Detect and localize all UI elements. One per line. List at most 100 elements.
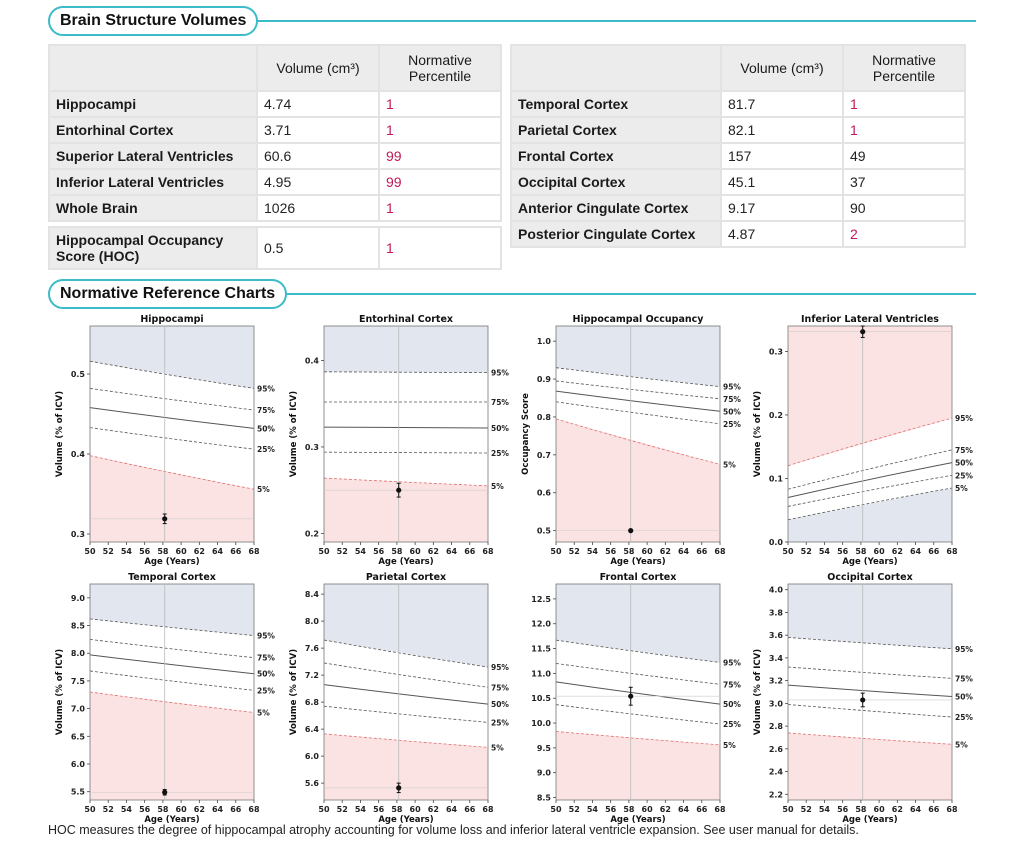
chart-title: Parietal Cortex: [366, 572, 446, 583]
y-tick-label: 3.8: [769, 608, 784, 617]
section-divider: [68, 20, 976, 22]
x-tick-label: 50: [318, 805, 330, 814]
volume-value: 4.87: [722, 222, 844, 248]
subject-point: [162, 516, 168, 522]
y-tick-label: 7.6: [305, 644, 320, 653]
percentile-line-5: [787, 732, 953, 745]
y-tick-label: 0.2: [305, 529, 319, 538]
y-tick-label: 0.5: [71, 370, 86, 379]
percentile-value: 49: [844, 144, 966, 170]
percentile-label: 50%: [491, 700, 509, 709]
percentile-label: 5%: [491, 482, 504, 491]
volume-value: 4.74: [258, 92, 380, 118]
percentile-line-95: [787, 637, 953, 650]
structure-name: Occipital Cortex: [510, 170, 722, 196]
chart-parietal-cortex: Parietal Cortex 95% 75% 50% 25% 5% 50 52 54 56 58 6…: [286, 570, 518, 825]
x-tick-label: 60: [410, 547, 422, 556]
zone-lower: [324, 733, 488, 800]
percentile-label: 50%: [257, 670, 275, 679]
volume-value: 82.1: [722, 118, 844, 144]
y-tick-label: 3.0: [769, 699, 784, 708]
percentile-line-95: [323, 639, 489, 668]
percentile-line-95: [555, 639, 721, 663]
x-axis-label: Age (Years): [144, 815, 199, 825]
subject-point: [396, 487, 402, 493]
y-tick-label: 6.4: [305, 725, 320, 734]
table-header-volume: Volume (cm³): [258, 44, 380, 92]
y-tick-label: 11.0: [531, 669, 551, 678]
x-tick-label: 66: [696, 805, 708, 814]
percentile-line-50: [787, 684, 953, 698]
x-tick-label: 56: [139, 805, 151, 814]
percentile-line-50: [323, 426, 489, 429]
y-tick-label: 12.0: [531, 620, 551, 629]
x-tick-label: 66: [230, 547, 242, 556]
table-row: Anterior Cingulate Cortex 9.17 90: [510, 196, 966, 222]
chart-title: Inferior Lateral Ventricles: [801, 314, 939, 325]
percentile-line-5: [555, 418, 721, 465]
percentile-line-25: [323, 705, 489, 723]
footnote: HOC measures the degree of hippocampal a…: [48, 823, 859, 837]
chart-entorhinal-cortex: Entorhinal Cortex 95% 75% 50% 25% 5% 50 52 54 56 5…: [286, 312, 518, 567]
x-tick-label: 60: [642, 547, 654, 556]
y-axis-label: Volume (% of ICV): [289, 649, 299, 735]
y-tick-label: 0.1: [769, 474, 784, 483]
percentile-label: 25%: [955, 713, 973, 722]
percentile-line-50: [555, 390, 721, 412]
percentile-label: 95%: [955, 414, 973, 423]
x-tick-label: 68: [248, 805, 260, 814]
y-tick-label: 0.6: [537, 489, 552, 498]
percentile-line-50: [89, 407, 255, 429]
zone-lower: [556, 418, 720, 542]
x-tick-label: 64: [678, 805, 690, 814]
percentile-label: 75%: [257, 406, 275, 415]
plot-frame: [323, 325, 489, 543]
x-tick-label: 60: [642, 805, 654, 814]
percentile-line-95: [89, 360, 255, 389]
x-tick-label: 64: [446, 547, 458, 556]
y-tick-label: 2.8: [769, 722, 784, 731]
structure-name: Hippocampal Occupancy Score (HOC): [48, 226, 258, 270]
x-tick-label: 58: [623, 805, 635, 814]
percentile-line-95: [323, 371, 489, 374]
chart-hippocampi: Hippocampi 95% 75% 50% 25% 5% 50 52 54 56 58 60 62 64…: [52, 312, 284, 567]
table-header-percentile: Normative Percentile: [380, 44, 502, 92]
x-tick-label: 50: [550, 547, 562, 556]
y-tick-label: 6.0: [305, 752, 320, 761]
x-tick-label: 54: [587, 547, 599, 556]
chart-title: Entorhinal Cortex: [359, 314, 453, 325]
y-axis-label: Volume (% of ICV): [55, 391, 65, 477]
x-tick-label: 66: [696, 547, 708, 556]
x-tick-label: 68: [482, 547, 494, 556]
x-tick-label: 58: [855, 547, 867, 556]
chart-title: Hippocampi: [140, 314, 203, 325]
percentile-label: 5%: [723, 741, 736, 750]
section-title-volumes: Brain Structure Volumes: [48, 6, 259, 36]
percentile-label: 95%: [723, 658, 741, 667]
chart-title: Occipital Cortex: [827, 572, 912, 583]
x-tick-label: 66: [230, 805, 242, 814]
volume-value: 9.17: [722, 196, 844, 222]
y-tick-label: 5.6: [305, 779, 320, 788]
x-tick-label: 56: [373, 805, 385, 814]
x-tick-label: 56: [605, 805, 617, 814]
table-row: Temporal Cortex 81.7 1: [510, 92, 966, 118]
percentile-line-75: [89, 638, 255, 659]
plot-frame: [555, 325, 721, 543]
x-tick-label: 60: [176, 547, 188, 556]
percentile-label: 5%: [491, 743, 504, 752]
chart-occipital-cortex: Occipital Cortex 95% 75% 50% 25% 5% 50 52 54 56 58…: [750, 570, 984, 825]
y-tick-label: 11.5: [531, 645, 551, 654]
table-row: Hippocampi 4.74 1: [48, 92, 502, 118]
percentile-label: 95%: [491, 369, 509, 378]
y-tick-label: 1.0: [537, 337, 552, 346]
y-tick-label: 8.4: [305, 590, 320, 599]
percentile-value: 1: [380, 226, 502, 270]
x-tick-label: 54: [121, 547, 133, 556]
volume-value: 4.95: [258, 170, 380, 196]
chart-title: Frontal Cortex: [600, 572, 677, 583]
table-row-hoc: Hippocampal Occupancy Score (HOC) 0.5 1: [48, 226, 502, 270]
x-tick-label: 68: [946, 547, 958, 556]
y-axis-label: Volume (% of ICV): [289, 391, 299, 477]
chart-title: Temporal Cortex: [128, 572, 216, 583]
